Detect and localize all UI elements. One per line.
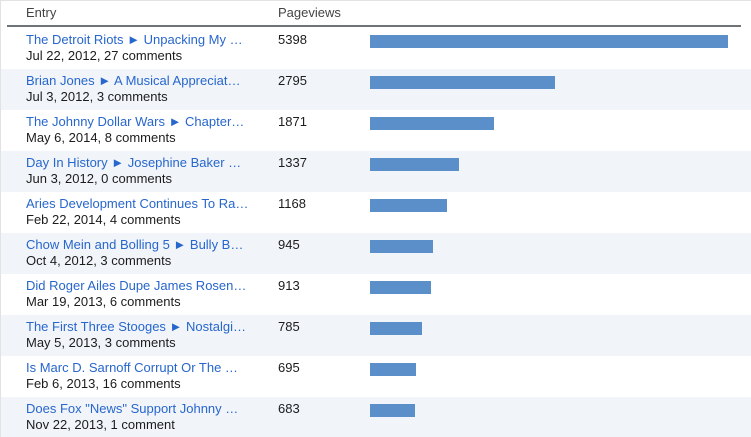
entry-meta: Oct 4, 2012, 3 comments — [26, 253, 172, 268]
table-row[interactable]: Did Roger Ailes Dupe James Rosen… Mar 19,… — [1, 274, 751, 315]
table-row[interactable]: Does Fox "News" Support Johnny … Nov 22, … — [1, 397, 751, 437]
entry-title-link[interactable]: Is Marc D. Sarnoff Corrupt Or The … — [26, 360, 238, 375]
table-body: The Detroit Riots ► Unpacking My … Jul 22… — [1, 28, 751, 437]
pageviews-bar-cell — [370, 404, 743, 417]
entry-title-link[interactable]: Aries Development Continues To Ra… — [26, 196, 249, 211]
table-row[interactable]: Aries Development Continues To Ra… Feb 22… — [1, 192, 751, 233]
pageviews-bar-cell — [370, 117, 743, 130]
column-header-pageviews[interactable]: Pageviews — [278, 5, 341, 20]
pageviews-bar-cell — [370, 199, 743, 212]
entry-meta: Jun 3, 2012, 0 comments — [26, 171, 172, 186]
table-header: Entry Pageviews — [1, 1, 751, 27]
entry-cell: The Detroit Riots ► Unpacking My … Jul 22… — [26, 28, 266, 64]
entry-cell: The Johnny Dollar Wars ► Chapter… May 6, … — [26, 110, 266, 146]
column-header-entry[interactable]: Entry — [26, 5, 57, 20]
pageviews-value: 1871 — [278, 114, 307, 129]
pageviews-value: 1337 — [278, 155, 307, 170]
entry-meta: May 6, 2014, 8 comments — [26, 130, 176, 145]
pageviews-value: 683 — [278, 401, 300, 416]
pageviews-bar-cell — [370, 76, 743, 89]
table-row[interactable]: The Johnny Dollar Wars ► Chapter… May 6, … — [1, 110, 751, 151]
pageviews-value: 913 — [278, 278, 300, 293]
pageviews-bar-cell — [370, 363, 743, 376]
pageviews-value: 5398 — [278, 32, 307, 47]
table-row[interactable]: Day In History ► Josephine Baker … Jun 3,… — [1, 151, 751, 192]
pageviews-bar — [370, 363, 417, 376]
entry-title-link[interactable]: Did Roger Ailes Dupe James Rosen… — [26, 278, 247, 293]
table-row[interactable]: The Detroit Riots ► Unpacking My … Jul 22… — [1, 28, 751, 69]
entry-meta: Mar 19, 2013, 6 comments — [26, 294, 181, 309]
entry-cell: Aries Development Continues To Ra… Feb 22… — [26, 192, 266, 228]
pageviews-bar — [370, 199, 448, 212]
entry-title-link[interactable]: Does Fox "News" Support Johnny … — [26, 401, 239, 416]
pageviews-bar — [370, 117, 495, 130]
pageviews-bar — [370, 158, 459, 171]
pageviews-bar-cell — [370, 35, 743, 48]
entry-cell: Day In History ► Josephine Baker … Jun 3,… — [26, 151, 266, 187]
pageviews-bar-cell — [370, 240, 743, 253]
pageviews-bar — [370, 35, 728, 48]
pageviews-value: 695 — [278, 360, 300, 375]
entry-meta: Feb 6, 2013, 16 comments — [26, 376, 181, 391]
header-divider — [7, 25, 741, 27]
pageviews-bar — [370, 404, 416, 417]
table-row[interactable]: The First Three Stooges ► Nostalgi… May 5… — [1, 315, 751, 356]
pageviews-value: 785 — [278, 319, 300, 334]
pageviews-bar — [370, 76, 556, 89]
table-row[interactable]: Chow Mein and Bolling 5 ► Bully B… Oct 4,… — [1, 233, 751, 274]
entry-cell: Is Marc D. Sarnoff Corrupt Or The … Feb 6… — [26, 356, 266, 392]
table-row[interactable]: Is Marc D. Sarnoff Corrupt Or The … Feb 6… — [1, 356, 751, 397]
entry-meta: Feb 22, 2014, 4 comments — [26, 212, 181, 227]
entry-cell: Does Fox "News" Support Johnny … Nov 22, … — [26, 397, 266, 433]
pageviews-bar-cell — [370, 322, 743, 335]
entry-cell: Did Roger Ailes Dupe James Rosen… Mar 19,… — [26, 274, 266, 310]
pageviews-bar-cell — [370, 281, 743, 294]
entry-title-link[interactable]: Brian Jones ► A Musical Appreciat… — [26, 73, 241, 88]
pageviews-bar — [370, 240, 433, 253]
entry-cell: The First Three Stooges ► Nostalgi… May 5… — [26, 315, 266, 351]
pageviews-bar — [370, 281, 431, 294]
table-row[interactable]: Brian Jones ► A Musical Appreciat… Jul 3,… — [1, 69, 751, 110]
pageviews-bar-cell — [370, 158, 743, 171]
entry-title-link[interactable]: The Johnny Dollar Wars ► Chapter… — [26, 114, 245, 129]
pageviews-bar — [370, 322, 423, 335]
entry-meta: May 5, 2013, 3 comments — [26, 335, 176, 350]
entry-meta: Jul 3, 2012, 3 comments — [26, 89, 168, 104]
entry-title-link[interactable]: Day In History ► Josephine Baker … — [26, 155, 242, 170]
pageviews-value: 945 — [278, 237, 300, 252]
entry-title-link[interactable]: Chow Mein and Bolling 5 ► Bully B… — [26, 237, 244, 252]
entry-title-link[interactable]: The Detroit Riots ► Unpacking My … — [26, 32, 243, 47]
entry-cell: Brian Jones ► A Musical Appreciat… Jul 3,… — [26, 69, 266, 105]
entry-meta: Nov 22, 2013, 1 comment — [26, 417, 175, 432]
pageviews-value: 2795 — [278, 73, 307, 88]
entry-meta: Jul 22, 2012, 27 comments — [26, 48, 183, 63]
entry-cell: Chow Mein and Bolling 5 ► Bully B… Oct 4,… — [26, 233, 266, 269]
pageviews-value: 1168 — [278, 196, 306, 211]
entry-title-link[interactable]: The First Three Stooges ► Nostalgi… — [26, 319, 246, 334]
